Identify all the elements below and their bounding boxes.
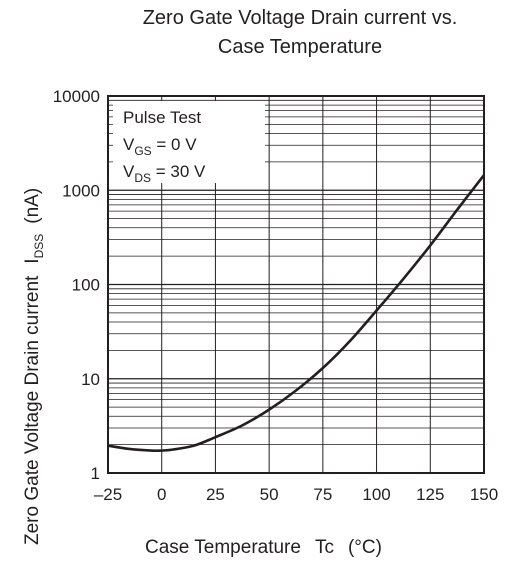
x-tick-label: –25	[94, 485, 122, 504]
annotation-line-1: Pulse Test	[123, 108, 201, 127]
y-tick-label: 10	[81, 370, 100, 389]
y-tick-label: 100	[72, 276, 100, 295]
x-tick-label: 0	[157, 485, 166, 504]
annotation-line-3: VDS = 30 V	[123, 162, 206, 185]
chart-title-line-1: Zero Gate Voltage Drain current vs.	[143, 7, 458, 29]
series	[107, 174, 486, 453]
x-axis-title: Case Temperature Tc (°C)	[145, 537, 382, 558]
x-tick-label: 100	[362, 485, 390, 504]
y-tick-label: 10000	[53, 87, 100, 106]
x-tick-label: 125	[416, 485, 444, 504]
chart-title: Zero Gate Voltage Drain current vs. Case…	[143, 7, 458, 58]
annotation-line-2: VGS = 0 V	[123, 135, 197, 158]
y-tick-label: 1	[91, 464, 100, 483]
plot-frame	[107, 95, 485, 474]
y-axis-title-text: Zero Gate Voltage Drain currentIDSS(nA)	[22, 188, 46, 545]
legend-annotation: Pulse Test VGS = 0 V VDS = 30 V	[113, 101, 265, 185]
annotation-box	[113, 101, 265, 183]
x-tick-label: 150	[470, 485, 498, 504]
chart-title-line-2: Case Temperature	[218, 36, 382, 58]
grid	[107, 96, 485, 474]
x-tick-label: 50	[260, 485, 279, 504]
tick-labels: –25 0 25 50 75 100 125 150 1 10 100 1000 10000	[53, 87, 498, 504]
y-tick-label: 1000	[62, 181, 100, 200]
series-line-1	[107, 174, 486, 453]
y-axis-title: Zero Gate Voltage Drain currentIDSS(nA)	[22, 188, 46, 545]
x-tick-label: 75	[313, 485, 332, 504]
x-axis-title-text: Case Temperature Tc (°C)	[145, 537, 382, 558]
x-tick-label: 25	[206, 485, 225, 504]
